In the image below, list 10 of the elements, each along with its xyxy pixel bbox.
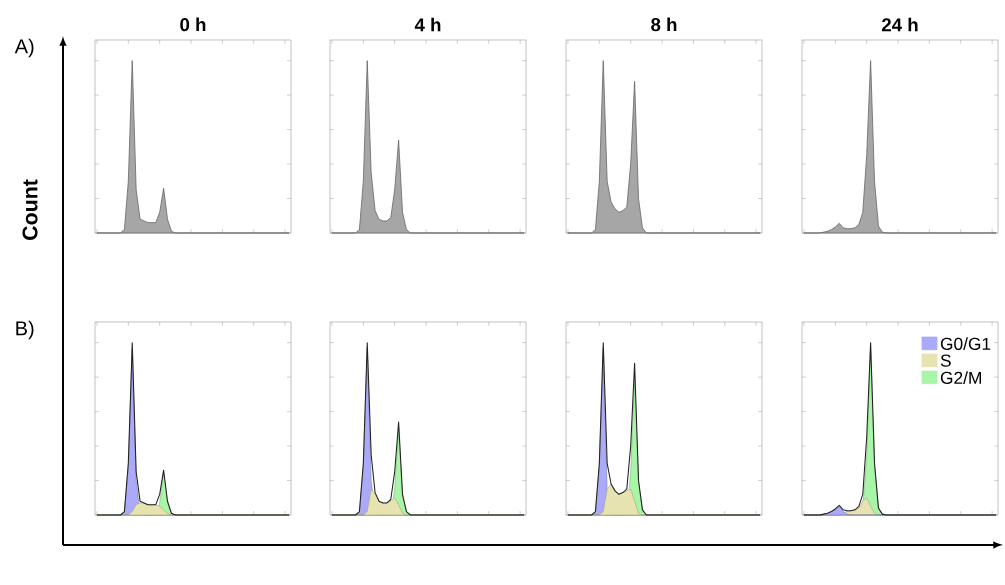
chart-title: 8 h bbox=[651, 17, 677, 32]
chart-title: 24 h bbox=[881, 17, 918, 32]
legend-label: G0/G1 bbox=[940, 337, 991, 350]
text: B) bbox=[16, 320, 34, 340]
chart-title: 4 h bbox=[414, 17, 441, 32]
legend-label: S bbox=[940, 354, 951, 367]
text: A) bbox=[14, 38, 34, 58]
chart-title: 0 h bbox=[180, 17, 206, 32]
legend-label: G2/M bbox=[940, 371, 981, 384]
y-axis-title: Count bbox=[22, 179, 38, 240]
